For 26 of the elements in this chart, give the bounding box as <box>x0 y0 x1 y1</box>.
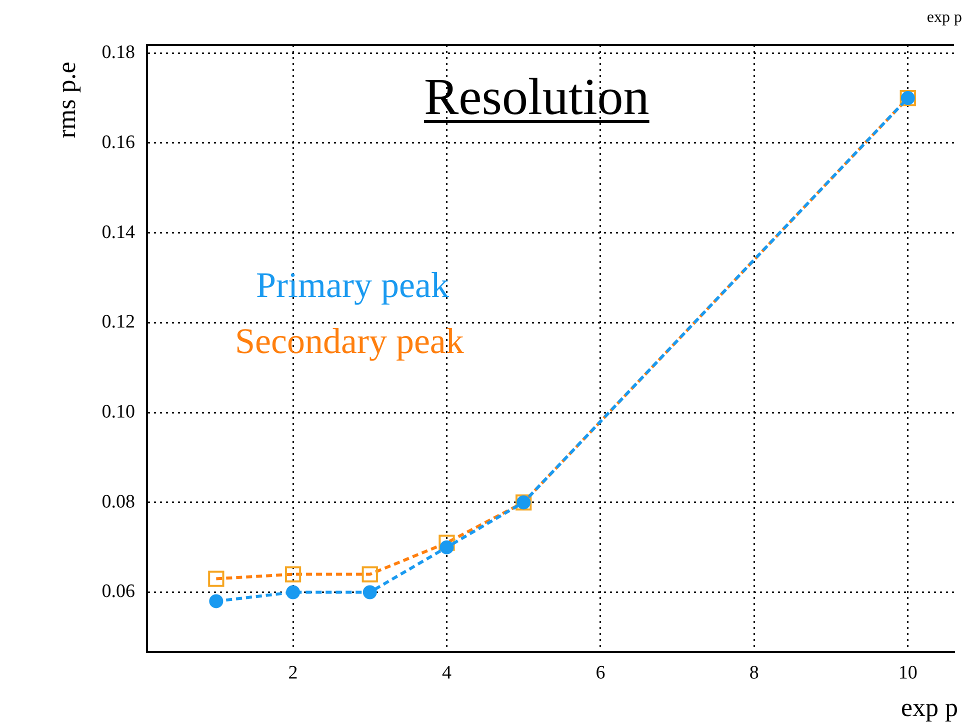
y-axis-title: rms p.e <box>52 62 81 138</box>
x-axis-title: exp p <box>900 693 958 722</box>
x-tick-label: 6 <box>596 662 606 684</box>
point <box>362 585 377 600</box>
text: Secondary peak <box>235 321 464 361</box>
y-tick-label: 0.18 <box>102 42 135 64</box>
text: Primary peak <box>256 265 449 305</box>
y-tick-label: 0.06 <box>102 581 135 602</box>
x-tick-label: 4 <box>442 662 452 684</box>
point <box>209 594 224 608</box>
x-tick-label: 8 <box>749 662 759 684</box>
point <box>284 566 302 582</box>
point <box>208 570 224 587</box>
text: Resolution <box>422 68 650 128</box>
point <box>440 540 454 554</box>
y-tick-label: 0.16 <box>102 132 135 153</box>
y-tick-label: 0.08 <box>102 491 135 512</box>
x-tick-label: 10 <box>898 662 918 684</box>
x-tick-label: 2 <box>288 662 298 684</box>
y-tick-label: 0.12 <box>102 312 135 333</box>
point <box>438 534 455 551</box>
point <box>286 585 300 600</box>
text: exp p <box>926 9 962 26</box>
point <box>362 566 378 582</box>
y-tick-label: 0.10 <box>102 402 135 423</box>
y-tick-label: 0.14 <box>102 222 136 243</box>
